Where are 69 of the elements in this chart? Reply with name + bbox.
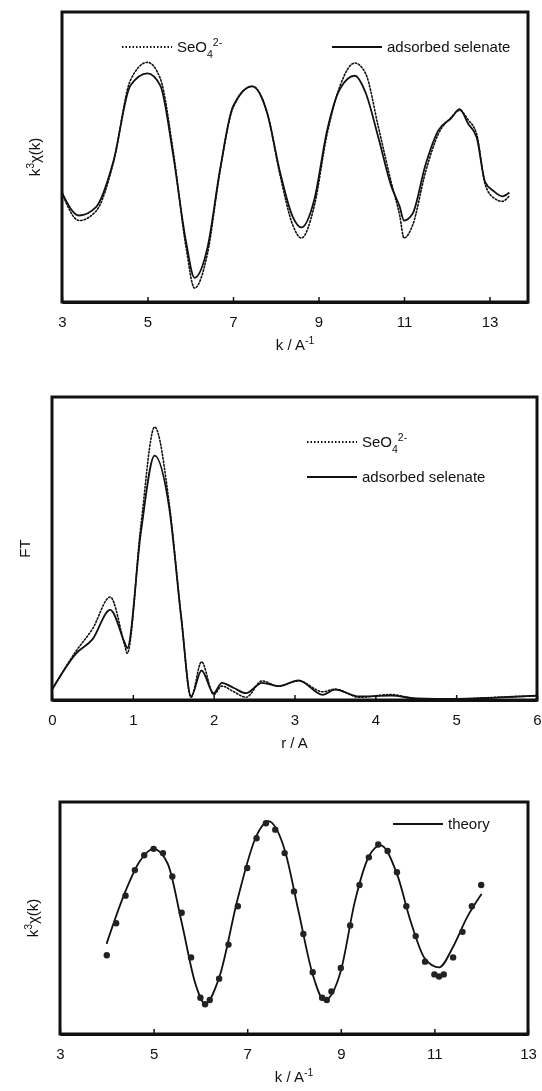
x-tick-label: 3 [58, 312, 67, 330]
x-tick-label: 2 [209, 710, 219, 728]
point [131, 866, 139, 874]
legend-label: adsorbed selenate [387, 38, 511, 55]
point [435, 973, 443, 980]
x-tick-label: 11 [427, 1044, 443, 1062]
point [440, 971, 447, 978]
point [300, 930, 307, 938]
x-tick-label: 1 [129, 710, 138, 728]
point [412, 932, 419, 940]
x-tick-label: 5 [149, 1044, 159, 1062]
legend-label: theory [448, 815, 491, 832]
point [122, 892, 129, 899]
point [187, 954, 195, 961]
x-axis-title: k / A$^{-1}$ [274, 1066, 314, 1085]
point [365, 854, 373, 861]
point [141, 852, 148, 859]
x-tick-label: 3 [290, 710, 300, 728]
point [290, 888, 298, 895]
x-tick-label: 0 [48, 710, 57, 728]
point [159, 849, 167, 857]
point [468, 903, 476, 910]
legend-label: adsorbed selenate [362, 468, 486, 485]
point [421, 958, 429, 965]
point [281, 849, 288, 857]
point [403, 903, 410, 910]
x-tick-label: 13 [481, 312, 499, 330]
point [244, 864, 251, 872]
x-axis-title: k / A$^{-1}$ [275, 334, 315, 353]
x-tick-label: 3 [56, 1044, 65, 1062]
x-tick-label: 13 [520, 1044, 537, 1062]
point [262, 820, 270, 827]
x-tick-label: 7 [229, 312, 238, 330]
point [234, 903, 242, 910]
point [103, 952, 110, 959]
point [328, 988, 335, 995]
x-tick-label: 5 [143, 312, 153, 330]
point [253, 834, 260, 842]
point [169, 873, 176, 880]
point [478, 881, 485, 889]
point [309, 969, 316, 976]
point [356, 881, 363, 889]
point [206, 996, 213, 1004]
x-tick-label: 9 [337, 1044, 346, 1062]
x-tick-label: 4 [371, 710, 381, 728]
point [215, 975, 223, 982]
point [178, 909, 185, 916]
point [272, 826, 279, 833]
point [393, 869, 401, 876]
point [225, 941, 232, 948]
point [112, 920, 120, 927]
x-tick-label: 9 [314, 312, 324, 330]
point [150, 845, 157, 853]
point [346, 922, 354, 929]
point [323, 996, 330, 1004]
point [318, 994, 326, 1002]
x-tick-label: 5 [452, 710, 461, 728]
point [337, 964, 344, 972]
point [384, 847, 391, 855]
point [197, 994, 204, 1002]
point [459, 928, 466, 936]
point [375, 841, 382, 848]
x-tick-label: 11 [396, 312, 413, 330]
point [201, 1001, 209, 1008]
y-axis-title: FT [16, 539, 33, 558]
x-axis-title: r / A [281, 734, 308, 751]
x-tick-label: 7 [243, 1044, 252, 1062]
x-tick-label: 6 [533, 710, 542, 728]
point [449, 954, 457, 961]
